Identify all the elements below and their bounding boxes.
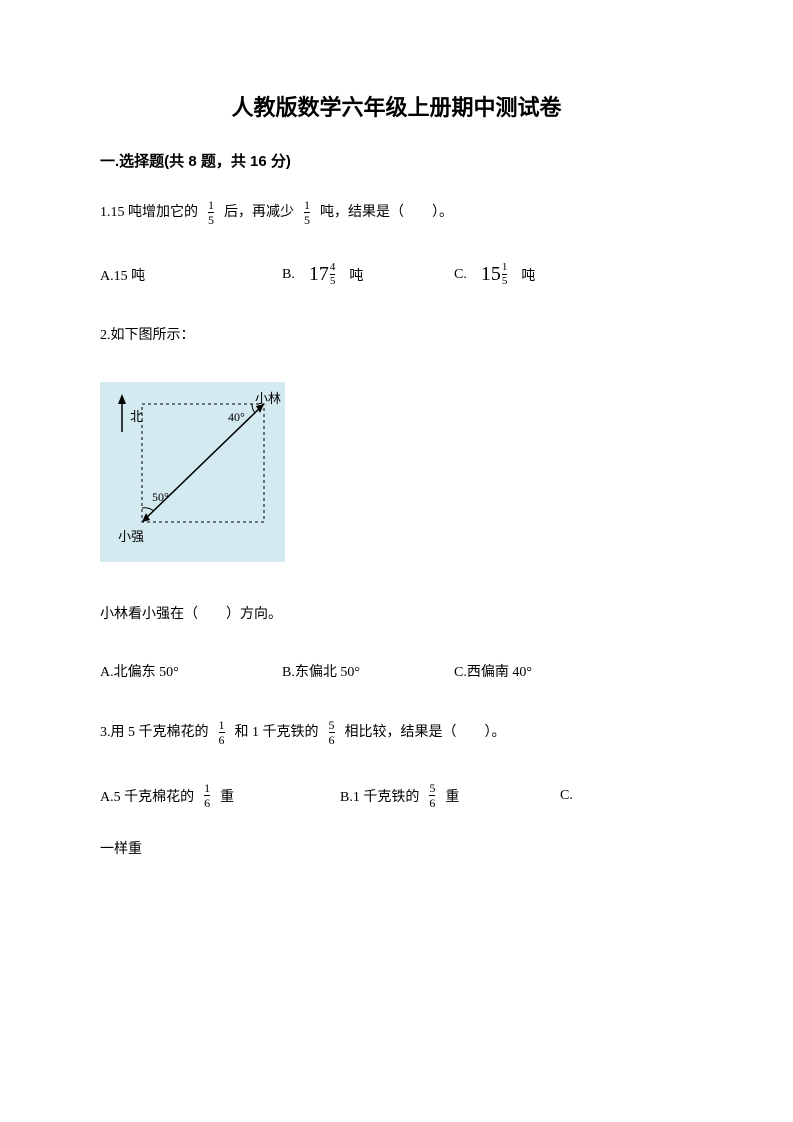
frac-num: 4 [330, 262, 336, 274]
q1-text-3: 吨，结果是（ ）。 [320, 202, 453, 223]
xiaoqiang-label: 小强 [118, 526, 144, 545]
q1-options: A.15 吨 B. 17 4 5 吨 C. 15 1 5 吨 [100, 262, 693, 287]
q1-text-1: 1.15 吨增加它的 [100, 202, 198, 223]
frac-den: 5 [330, 274, 336, 287]
direction-diagram: 北 小林 40° 50° 小强 [100, 382, 285, 562]
north-label: 北 [130, 406, 143, 425]
q3-last-line: 一样重 [100, 839, 693, 860]
option-suffix: 重 [220, 786, 234, 806]
q1-option-b: B. 17 4 5 吨 [282, 262, 454, 287]
frac-den: 5 [208, 212, 214, 226]
fraction-1-6: 1 6 [204, 782, 210, 809]
q2-option-a: A.北偏东 50° [100, 661, 282, 681]
fraction-1-6: 1 6 [219, 719, 225, 746]
q2-intro-text: 2.如下图所示： [100, 328, 195, 343]
fraction-5-6: 5 6 [429, 782, 435, 809]
option-label: C. [560, 788, 573, 804]
frac-num: 1 [502, 262, 508, 274]
option-label: C. [454, 267, 467, 283]
frac-num: 1 [219, 719, 225, 732]
q2-option-b: B.东偏北 50° [282, 661, 454, 681]
mixed-whole: 15 [481, 263, 501, 286]
fraction-1-5: 1 5 [304, 199, 310, 226]
q3-option-b: B.1 千克铁的 5 6 重 [340, 782, 560, 809]
q3-text-1: 3.用 5 千克棉花的 [100, 722, 209, 743]
frac-den: 6 [329, 732, 335, 746]
question-2-intro: 2.如下图所示： [100, 325, 693, 346]
q1-option-a: A.15 吨 [100, 265, 282, 285]
frac-den: 6 [219, 732, 225, 746]
frac-num: 5 [429, 782, 435, 795]
option-label: B.1 千克铁的 [340, 786, 419, 806]
xiaolin-label: 小林 [255, 388, 281, 407]
q3-option-c: C. [560, 788, 573, 804]
q1-option-c: C. 15 1 5 吨 [454, 262, 535, 287]
option-label: A.5 千克棉花的 [100, 786, 194, 806]
q2-options: A.北偏东 50° B.东偏北 50° C.西偏南 40° [100, 661, 693, 681]
q3-option-a: A.5 千克棉花的 1 6 重 [100, 782, 340, 809]
question-1: 1.15 吨增加它的 1 5 后，再减少 1 5 吨，结果是（ ）。 [100, 199, 693, 226]
fraction-5-6: 5 6 [329, 719, 335, 746]
frac-den: 5 [502, 274, 508, 287]
q3-text-3: 相比较，结果是（ ）。 [345, 722, 506, 743]
section-header: 一.选择题(共 8 题，共 16 分) [100, 150, 693, 171]
unit: 吨 [349, 265, 363, 285]
frac-num: 5 [329, 719, 335, 732]
mixed-number: 17 4 5 [309, 262, 336, 287]
option-suffix: 重 [445, 786, 459, 806]
frac-den: 6 [429, 795, 435, 809]
unit: 吨 [521, 265, 535, 285]
frac-den: 5 [304, 212, 310, 226]
mixed-number: 15 1 5 [481, 262, 508, 287]
frac-num: 1 [208, 199, 214, 212]
fraction-1-5: 1 5 [208, 199, 214, 226]
question-2-stem: 小林看小强在（ ）方向。 [100, 604, 693, 625]
q3-last-text: 一样重 [100, 842, 142, 857]
frac-den: 6 [204, 795, 210, 809]
option-label: A.15 吨 [100, 265, 145, 285]
q3-options: A.5 千克棉花的 1 6 重 B.1 千克铁的 5 6 重 C. [100, 782, 693, 809]
q2-stem-text: 小林看小强在（ ）方向。 [100, 607, 282, 622]
q2-option-c: C.西偏南 40° [454, 661, 532, 681]
frac-num: 1 [204, 782, 210, 795]
question-3: 3.用 5 千克棉花的 1 6 和 1 千克铁的 5 6 相比较，结果是（ ）。 [100, 719, 693, 746]
angle-50: 50° [152, 490, 169, 505]
q1-text-2: 后，再减少 [224, 202, 294, 223]
page-title: 人教版数学六年级上册期中测试卷 [100, 90, 693, 122]
angle-40: 40° [228, 410, 245, 425]
q3-text-2: 和 1 千克铁的 [235, 722, 319, 743]
option-label: B. [282, 267, 295, 283]
mixed-whole: 17 [309, 263, 329, 286]
frac-num: 1 [304, 199, 310, 212]
